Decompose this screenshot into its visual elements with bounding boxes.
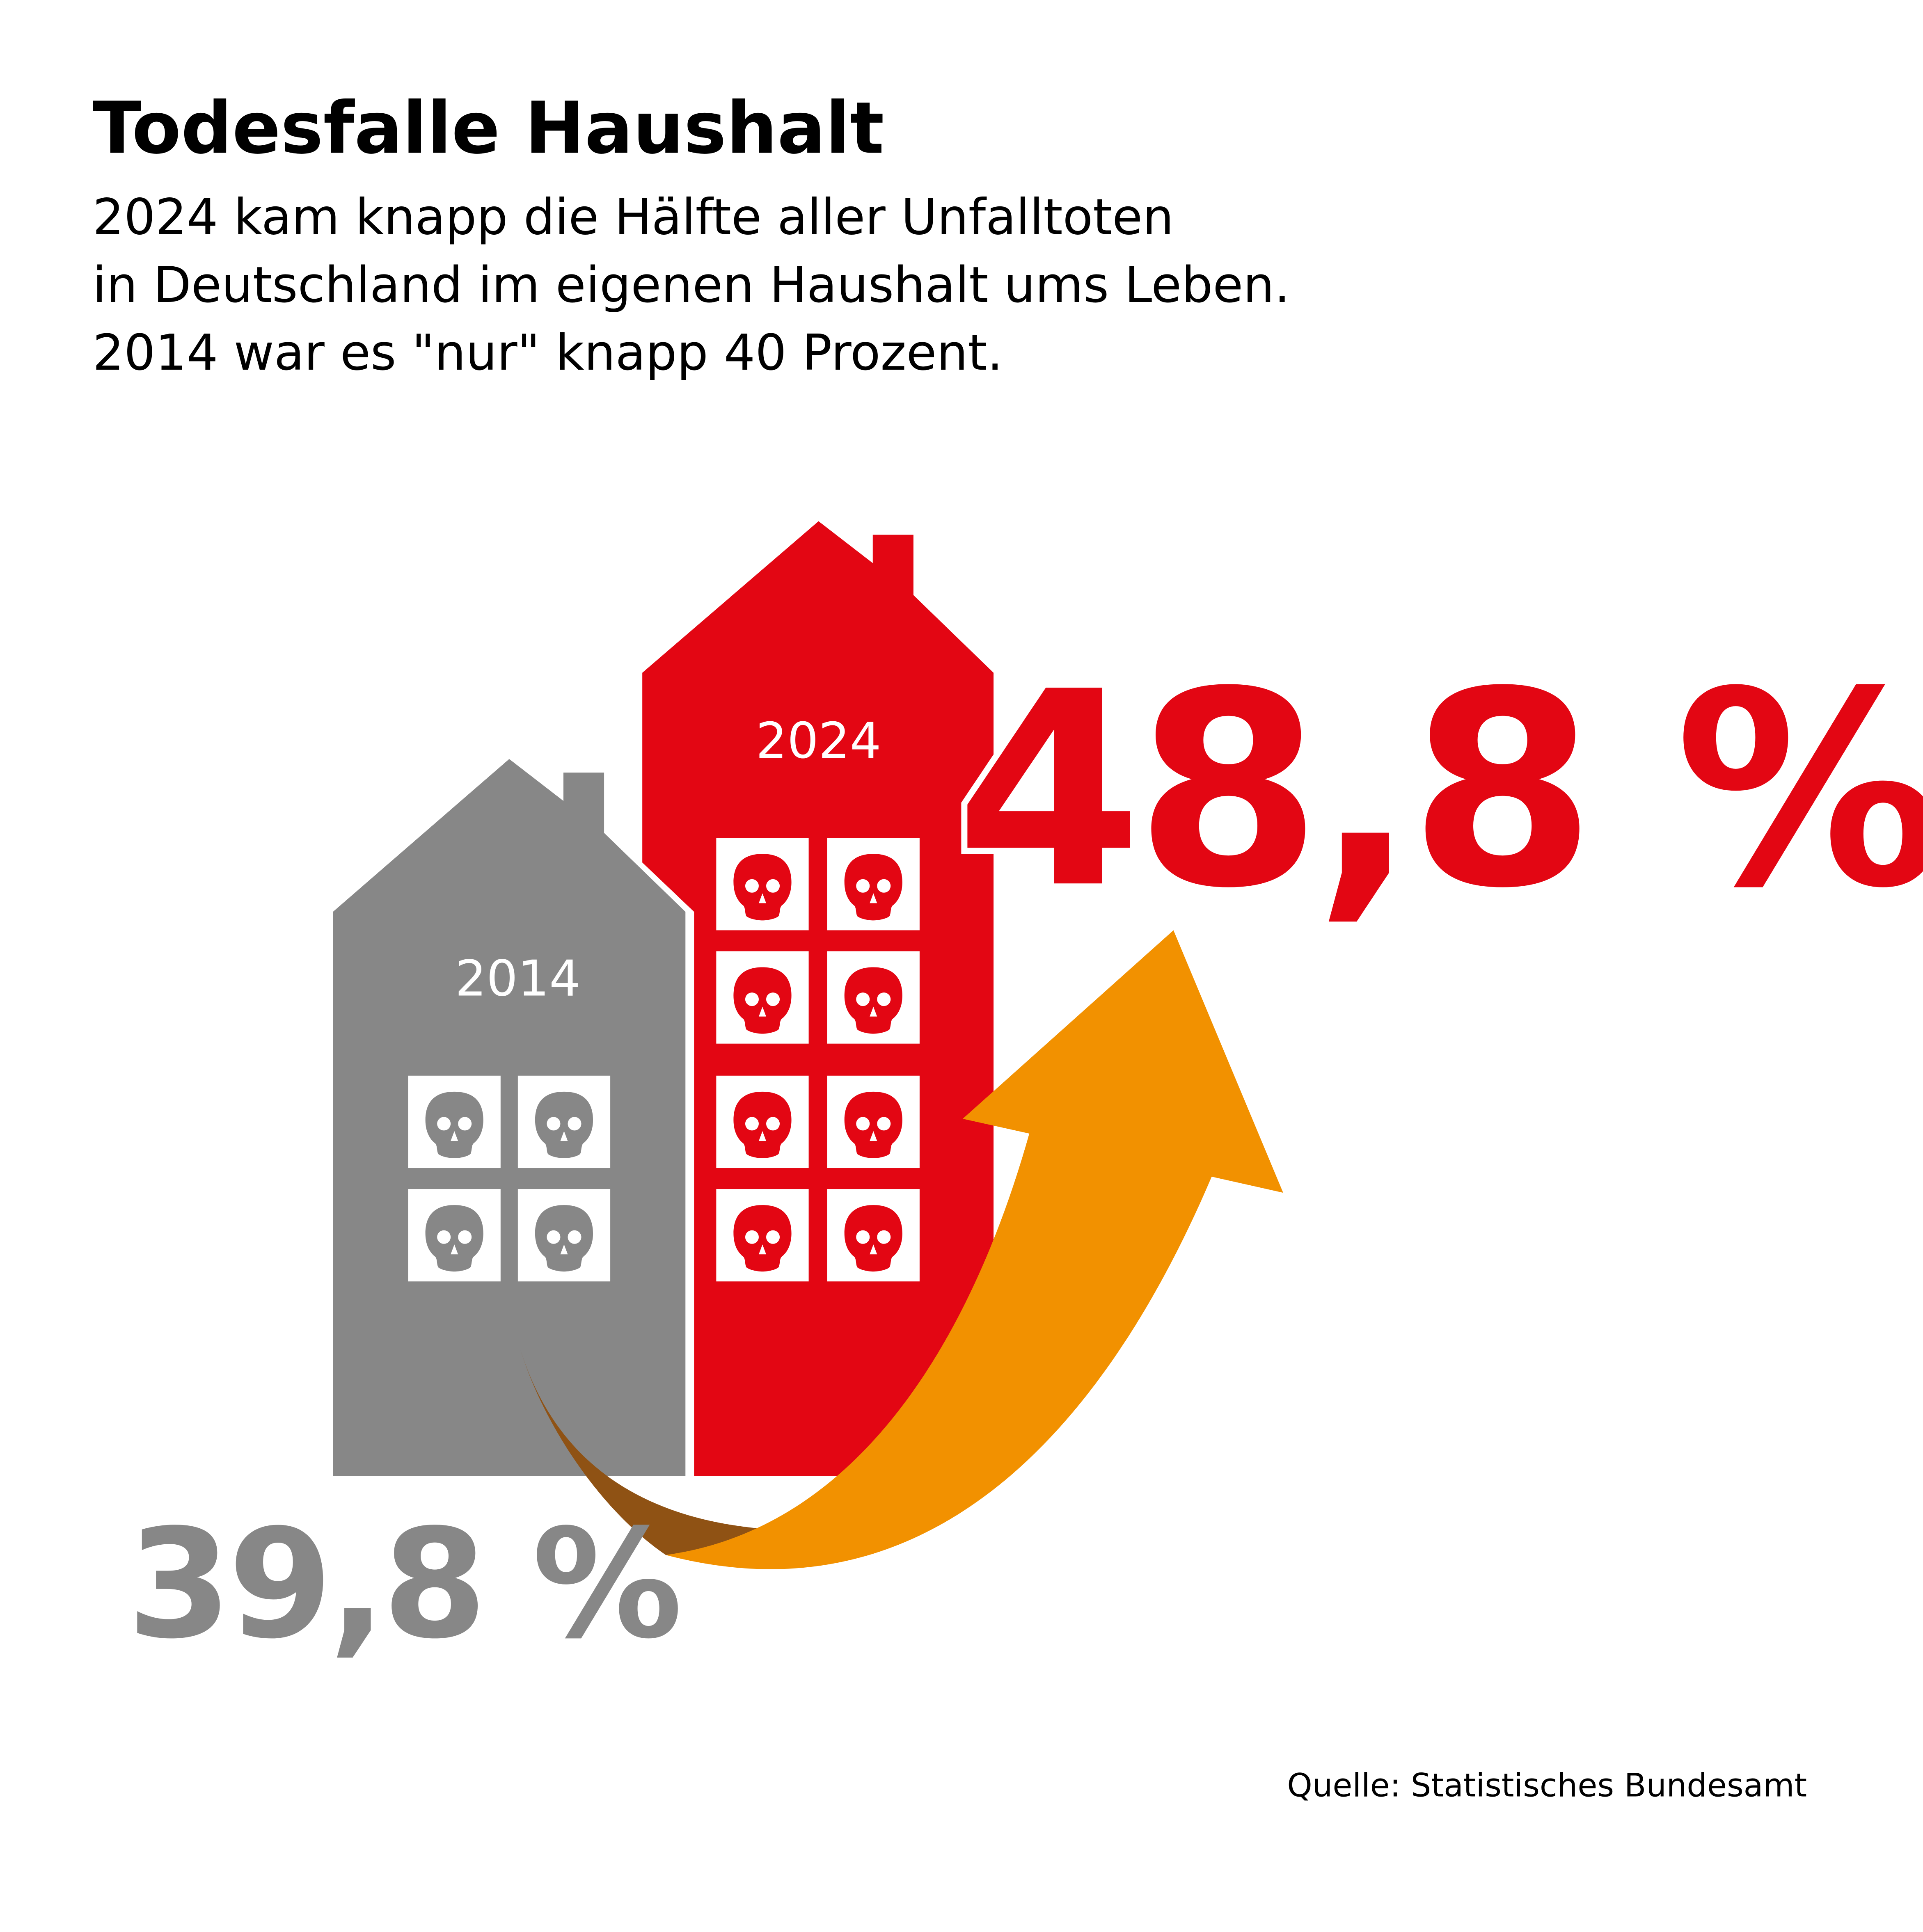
subtitle-line-2: in Deutschland im eigenen Haushalt ums L…	[93, 257, 1290, 314]
house-2014: 2014	[333, 759, 686, 1476]
house-2014-shape	[333, 759, 686, 1476]
value-2014: 39,8 %	[127, 1497, 680, 1672]
house-2024-shape	[642, 521, 994, 1476]
house-2024: 2024	[642, 521, 994, 1476]
house-2014-windows	[408, 1075, 611, 1282]
house-2014-year: 2014	[455, 951, 581, 1008]
house-2024-year: 2024	[756, 713, 881, 770]
value-2024: 48,8 %	[955, 634, 1923, 947]
arrow-body	[666, 930, 1283, 1569]
growth-arrow-icon	[520, 930, 1283, 1569]
source-note: Quelle: Statistisches Bundesamt	[1287, 1767, 1807, 1804]
subtitle-line-3: 2014 war es "nur" knapp 40 Prozent.	[93, 325, 1003, 382]
house-2024-windows	[716, 838, 920, 1282]
subtitle-line-1: 2024 kam knapp die Hälfte aller Unfallto…	[93, 189, 1174, 246]
page-title: Todesfalle Haushalt	[93, 87, 884, 170]
